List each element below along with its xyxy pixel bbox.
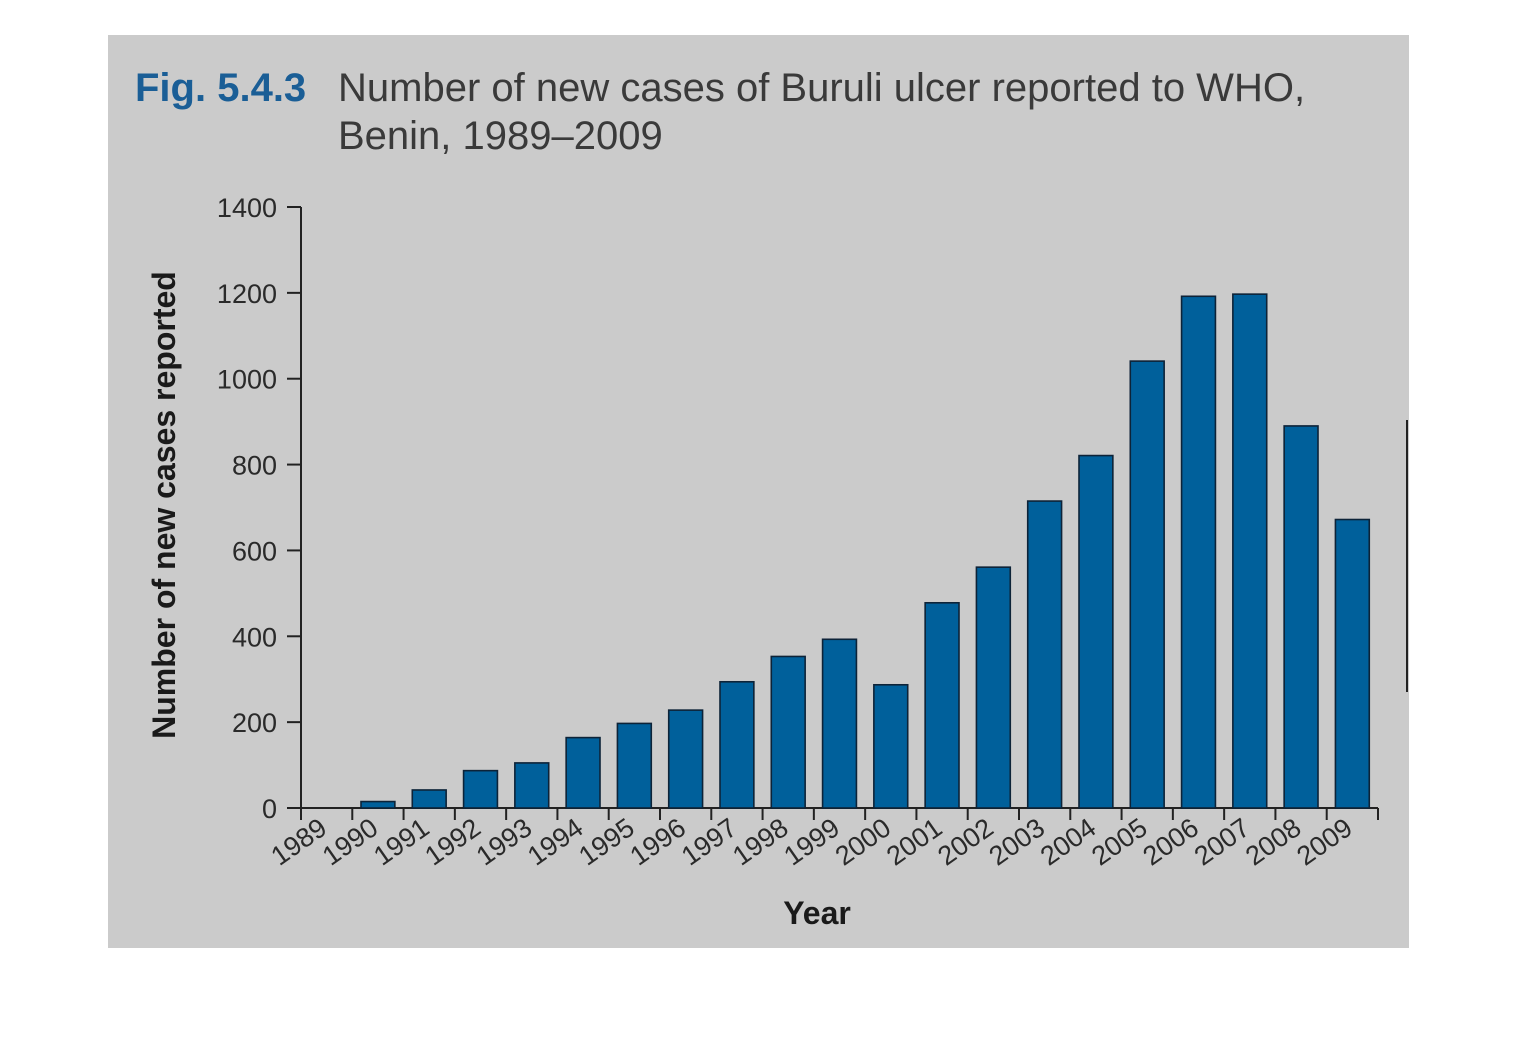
y-ticks: 0 200 400 600 800 1000 1200 1400 xyxy=(217,193,301,824)
x-tick-label-2009: 2009 xyxy=(1291,812,1357,871)
y-tick-label: 200 xyxy=(232,708,277,738)
x-tick-label-1993: 1993 xyxy=(471,812,537,871)
y-tick-label: 1200 xyxy=(217,279,277,309)
bar-2001 xyxy=(924,601,960,809)
y-tick-label: 400 xyxy=(232,622,277,652)
bar-2000 xyxy=(873,683,909,809)
right-edge-line xyxy=(1406,420,1408,692)
bar-1998 xyxy=(770,655,806,809)
x-tick-label-1994: 1994 xyxy=(522,812,588,871)
bars xyxy=(360,293,1371,809)
x-tick-label-2007: 2007 xyxy=(1189,812,1255,871)
bar-2008 xyxy=(1283,425,1319,809)
x-tick-label-2005: 2005 xyxy=(1086,812,1152,871)
x-tick-label-2001: 2001 xyxy=(881,812,947,871)
bar-2003 xyxy=(1026,500,1063,809)
x-tick-label-2008: 2008 xyxy=(1240,812,1306,871)
bar-1995 xyxy=(616,722,653,809)
x-tick-label-1995: 1995 xyxy=(573,812,639,871)
bar-2004 xyxy=(1078,454,1114,809)
bar-chart: Fig. 5.4.3 Number of new cases of Buruli… xyxy=(135,66,1379,931)
x-tick-label-2002: 2002 xyxy=(932,812,998,871)
x-tick-label-1992: 1992 xyxy=(420,812,486,871)
figure-label: Fig. 5.4.3 xyxy=(135,66,306,110)
y-axis-label: Number of new cases reported xyxy=(146,271,182,739)
y-tick-label: 1400 xyxy=(217,193,277,223)
bar-1996 xyxy=(667,709,704,809)
bar-2007 xyxy=(1232,293,1268,809)
bar-1990 xyxy=(360,800,396,809)
x-tick-label-2000: 2000 xyxy=(830,812,896,871)
figure-title-line-2: Benin, 1989–2009 xyxy=(338,114,663,158)
x-tick-label-2003: 2003 xyxy=(984,812,1050,871)
figure-title-line-1: Number of new cases of Buruli ulcer repo… xyxy=(338,66,1305,110)
bar-1997 xyxy=(719,680,755,809)
bar-2006 xyxy=(1180,295,1217,809)
bar-1994 xyxy=(565,736,601,809)
y-tick-label: 800 xyxy=(232,451,277,481)
x-ticks: 1989199019911992199319941995199619971998… xyxy=(266,808,1379,871)
x-tick-label-1990: 1990 xyxy=(317,812,383,871)
figure-panel: Fig. 5.4.3 Number of new cases of Buruli… xyxy=(108,35,1409,948)
bar-2009 xyxy=(1334,518,1371,809)
bar-1993 xyxy=(514,762,550,809)
x-tick-label-1998: 1998 xyxy=(727,812,793,871)
bar-1992 xyxy=(462,769,499,809)
x-tick-label-1996: 1996 xyxy=(625,812,691,871)
y-tick-label: 0 xyxy=(262,794,277,824)
x-tick-label-1997: 1997 xyxy=(676,812,742,871)
y-tick-label: 600 xyxy=(232,536,277,566)
x-tick-label-2004: 2004 xyxy=(1035,812,1101,871)
x-tick-label-2006: 2006 xyxy=(1138,812,1204,871)
bar-1999 xyxy=(821,638,858,809)
y-tick-label: 1000 xyxy=(217,365,277,395)
x-axis-label: Year xyxy=(783,895,851,931)
bar-2002 xyxy=(975,566,1012,809)
bar-1991 xyxy=(411,789,447,809)
x-tick-label-1999: 1999 xyxy=(779,812,845,871)
bar-2005 xyxy=(1129,360,1165,809)
x-tick-label-1991: 1991 xyxy=(368,812,434,871)
